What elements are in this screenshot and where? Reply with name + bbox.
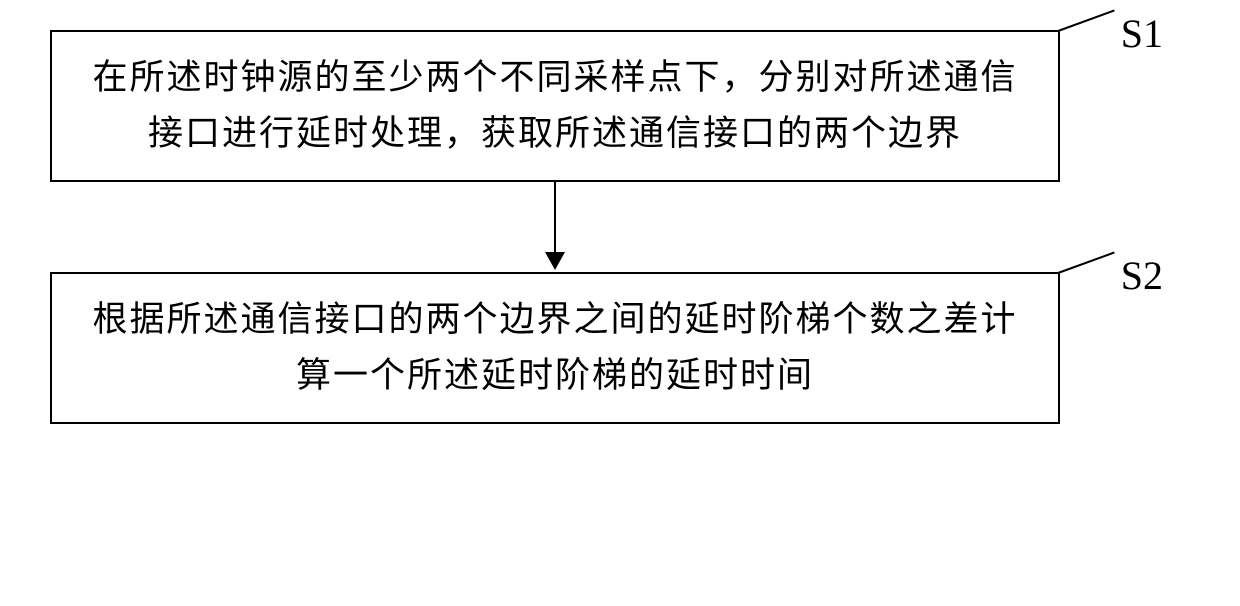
- label-connector-line-s1: [1058, 10, 1115, 32]
- arrow-line: [554, 182, 556, 254]
- arrow-head-icon: [545, 252, 565, 270]
- step-text-s1: 在所述时钟源的至少两个不同采样点下，分别对所述通信接口进行延时处理，获取所述通信…: [82, 50, 1028, 162]
- flowchart-container: S1 在所述时钟源的至少两个不同采样点下，分别对所述通信接口进行延时处理，获取所…: [50, 30, 1190, 424]
- flowchart-step-s2: S2 根据所述通信接口的两个边界之间的延时阶梯个数之差计算一个所述延时阶梯的延时…: [50, 272, 1060, 424]
- step-label-s2: S2: [1121, 244, 1163, 308]
- label-connector-line-s2: [1058, 252, 1115, 274]
- arrow-s1-to-s2: [50, 182, 1060, 272]
- step-label-s1: S1: [1121, 2, 1163, 66]
- step-text-s2: 根据所述通信接口的两个边界之间的延时阶梯个数之差计算一个所述延时阶梯的延时时间: [82, 292, 1028, 404]
- flowchart-step-s1: S1 在所述时钟源的至少两个不同采样点下，分别对所述通信接口进行延时处理，获取所…: [50, 30, 1060, 182]
